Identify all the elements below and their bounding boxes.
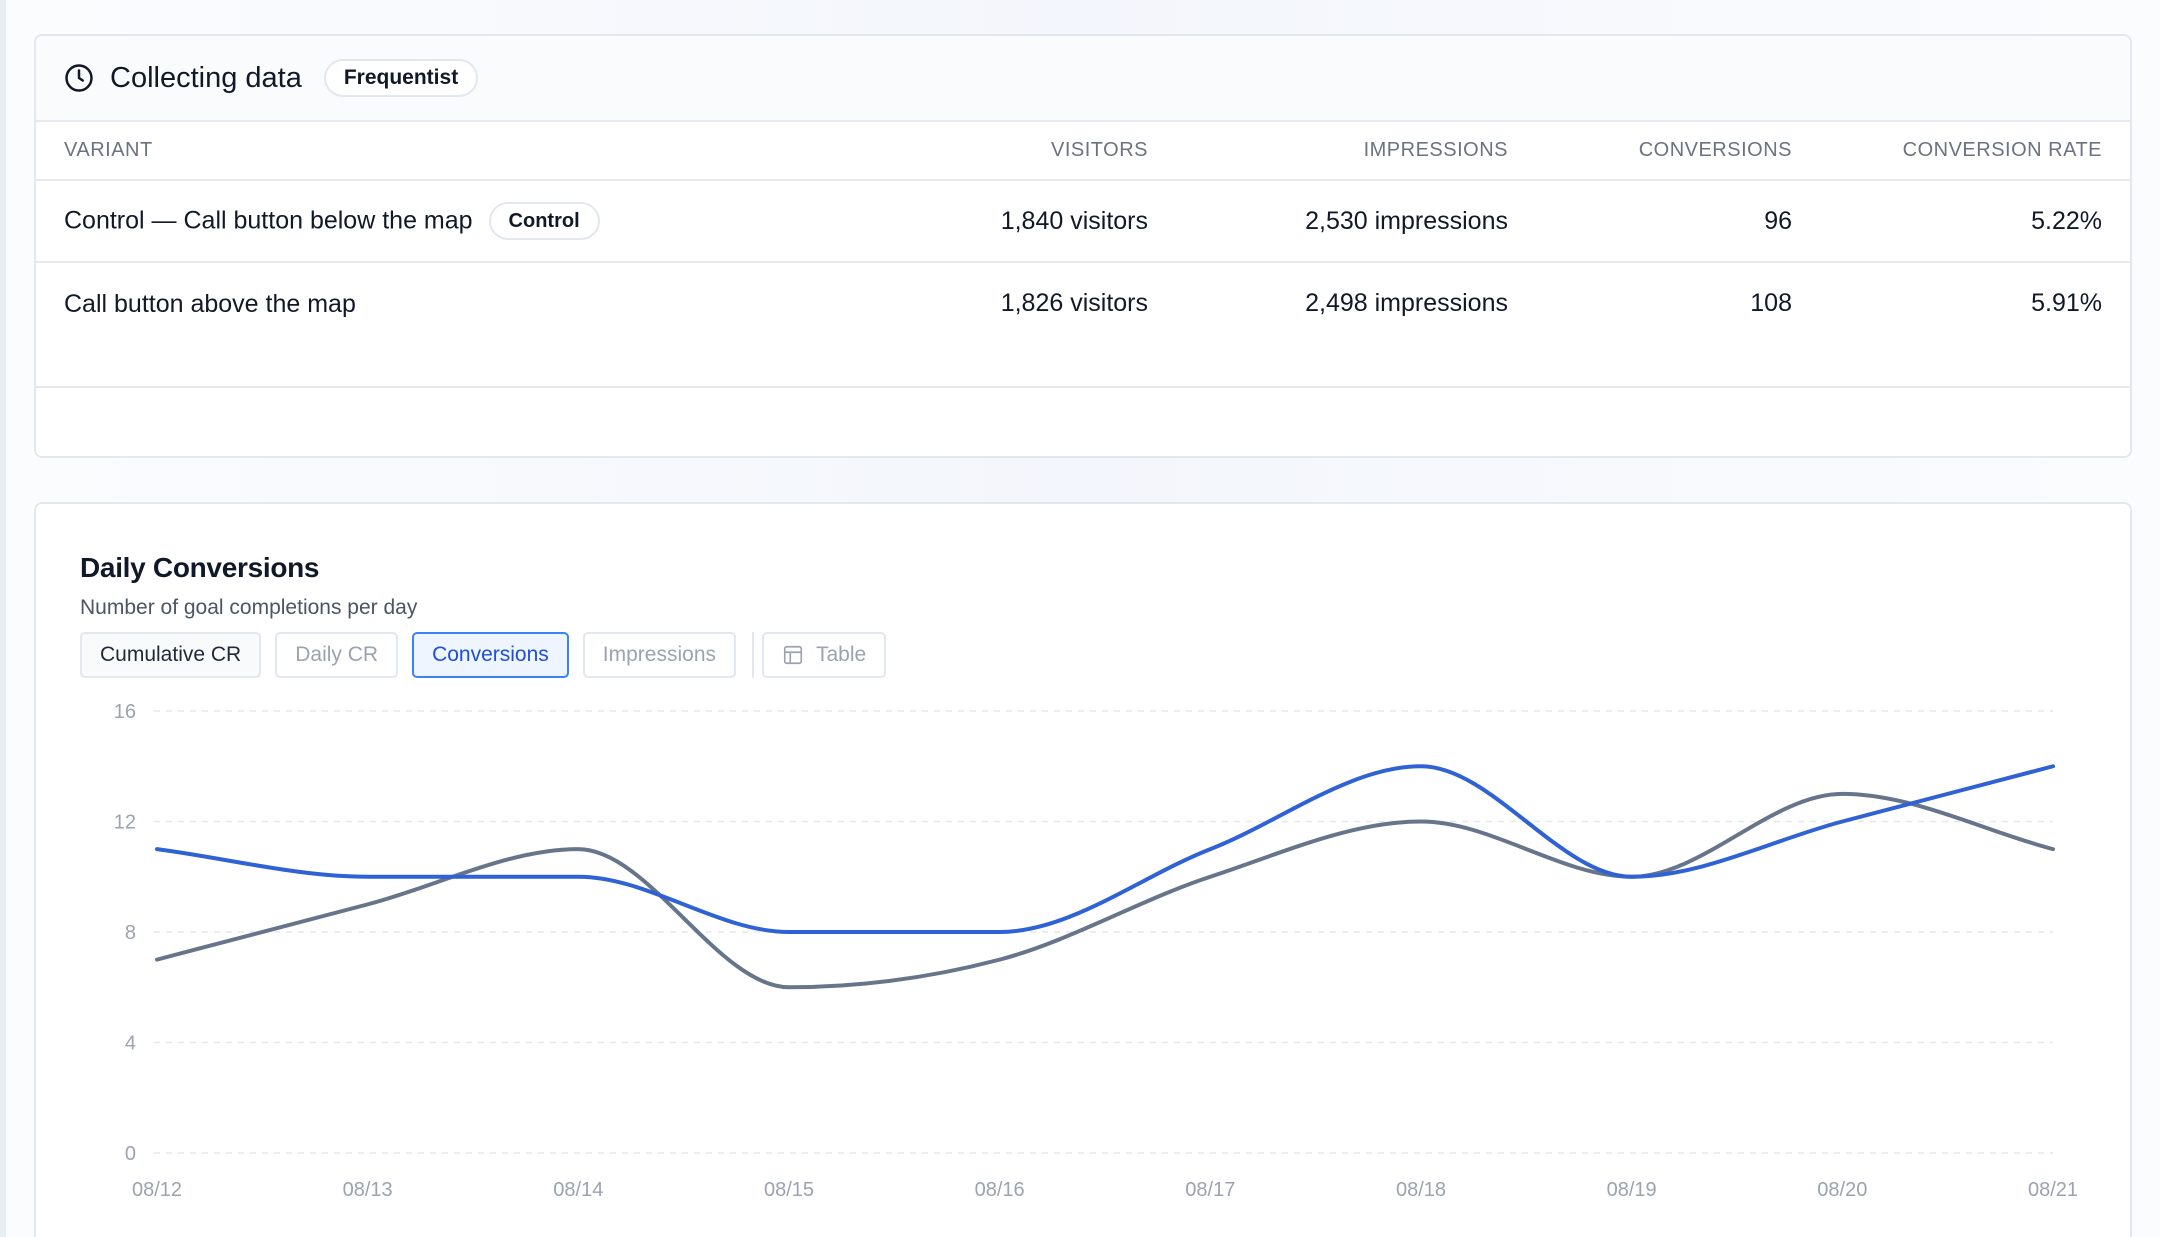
column-header-visitors: VISITORS: [796, 122, 1176, 181]
tab-cumulative-cr[interactable]: Cumulative CR: [80, 632, 262, 678]
left-edge-divider: [0, 0, 6, 1237]
column-header-impressions: IMPRESSIONS: [1176, 122, 1536, 181]
y-tick-label: 12: [114, 812, 136, 834]
y-tick-label: 4: [125, 1033, 136, 1055]
x-tick-label: 08/12: [132, 1179, 182, 1201]
tab-impressions[interactable]: Impressions: [582, 632, 736, 678]
column-header-conversion-rate: CONVERSION RATE: [1820, 122, 2130, 181]
control-badge: Control: [488, 202, 600, 240]
tab-table[interactable]: Table: [762, 632, 887, 678]
tab-conversions[interactable]: Conversions: [412, 632, 569, 678]
tab-daily-cr[interactable]: Daily CR: [275, 632, 399, 678]
conversion-rate-cell: 5.22%: [1820, 180, 2130, 263]
chart-view-tabs: Cumulative CR Daily CR Conversions Impre…: [80, 632, 900, 678]
table-row: Control — Call button below the map Contr…: [36, 180, 2130, 263]
results-table-header: VARIANT VISITORS IMPRESSIONS CONVERSIONS…: [36, 122, 2130, 181]
results-card: Collecting data Frequentist VARIANT VISI…: [34, 34, 2132, 458]
x-tick-label: 08/15: [764, 1179, 814, 1201]
x-tick-label: 08/17: [1185, 1179, 1235, 1201]
table-footer-area: [36, 386, 2130, 456]
series-line-1: [155, 764, 2055, 935]
column-header-conversions: CONVERSIONS: [1536, 122, 1820, 181]
chart-title: Daily Conversions: [80, 552, 320, 583]
x-tick-label: 08/18: [1396, 1179, 1446, 1201]
visitors-cell: 1,840 visitors: [796, 180, 1176, 263]
table-row: Call button above the map 1,826 visitors…: [36, 262, 2130, 344]
x-tick-label: 08/14: [553, 1179, 603, 1201]
clock-icon: [65, 64, 93, 92]
y-tick-label: 16: [114, 701, 136, 723]
results-table: VARIANT VISITORS IMPRESSIONS CONVERSIONS…: [36, 122, 2130, 344]
impressions-cell: 2,498 impressions: [1305, 289, 1508, 317]
chart-subtitle: Number of goal completions per day: [80, 596, 418, 619]
x-tick-label: 08/20: [1817, 1179, 1867, 1201]
x-tick-label: 08/19: [1607, 1179, 1657, 1201]
table-icon: [783, 645, 803, 665]
conversions-cell: 96: [1536, 180, 1820, 263]
variant-cell: Control — Call button below the map Contr…: [36, 180, 796, 263]
method-badge: Frequentist: [323, 59, 479, 97]
series-line-2: [155, 791, 2055, 990]
x-tick-label: 08/16: [975, 1179, 1025, 1201]
y-tick-label: 8: [125, 922, 136, 944]
impressions-cell: 2,530 impressions: [1176, 180, 1536, 263]
visitors-cell: 1,826 visitors: [1000, 289, 1148, 317]
results-card-header: Collecting data Frequentist: [36, 36, 2130, 122]
x-tick-label: 08/13: [343, 1179, 393, 1201]
conversions-cell: 108: [1750, 289, 1792, 317]
variant-name: Call button above the map: [64, 289, 356, 318]
chart-card: Daily Conversions Number of goal complet…: [34, 502, 2132, 1237]
variant-name: Control — Call button below the map: [64, 206, 473, 235]
status-title: Collecting data: [110, 61, 302, 94]
tab-divider: [752, 632, 754, 678]
conversion-rate-cell: 5.91%: [2031, 289, 2102, 317]
y-tick-label: 0: [125, 1143, 136, 1165]
x-tick-label: 08/21: [2028, 1179, 2078, 1201]
daily-conversions-chart: 0 4 8 12 16 08/12 08/13 08/14 08/15 08/16 08/17 08/…: [114, 701, 2078, 1201]
column-header-variant: VARIANT: [36, 122, 796, 181]
variant-cell: Call button above the map: [36, 262, 796, 344]
tab-table-label: Table: [816, 643, 867, 666]
